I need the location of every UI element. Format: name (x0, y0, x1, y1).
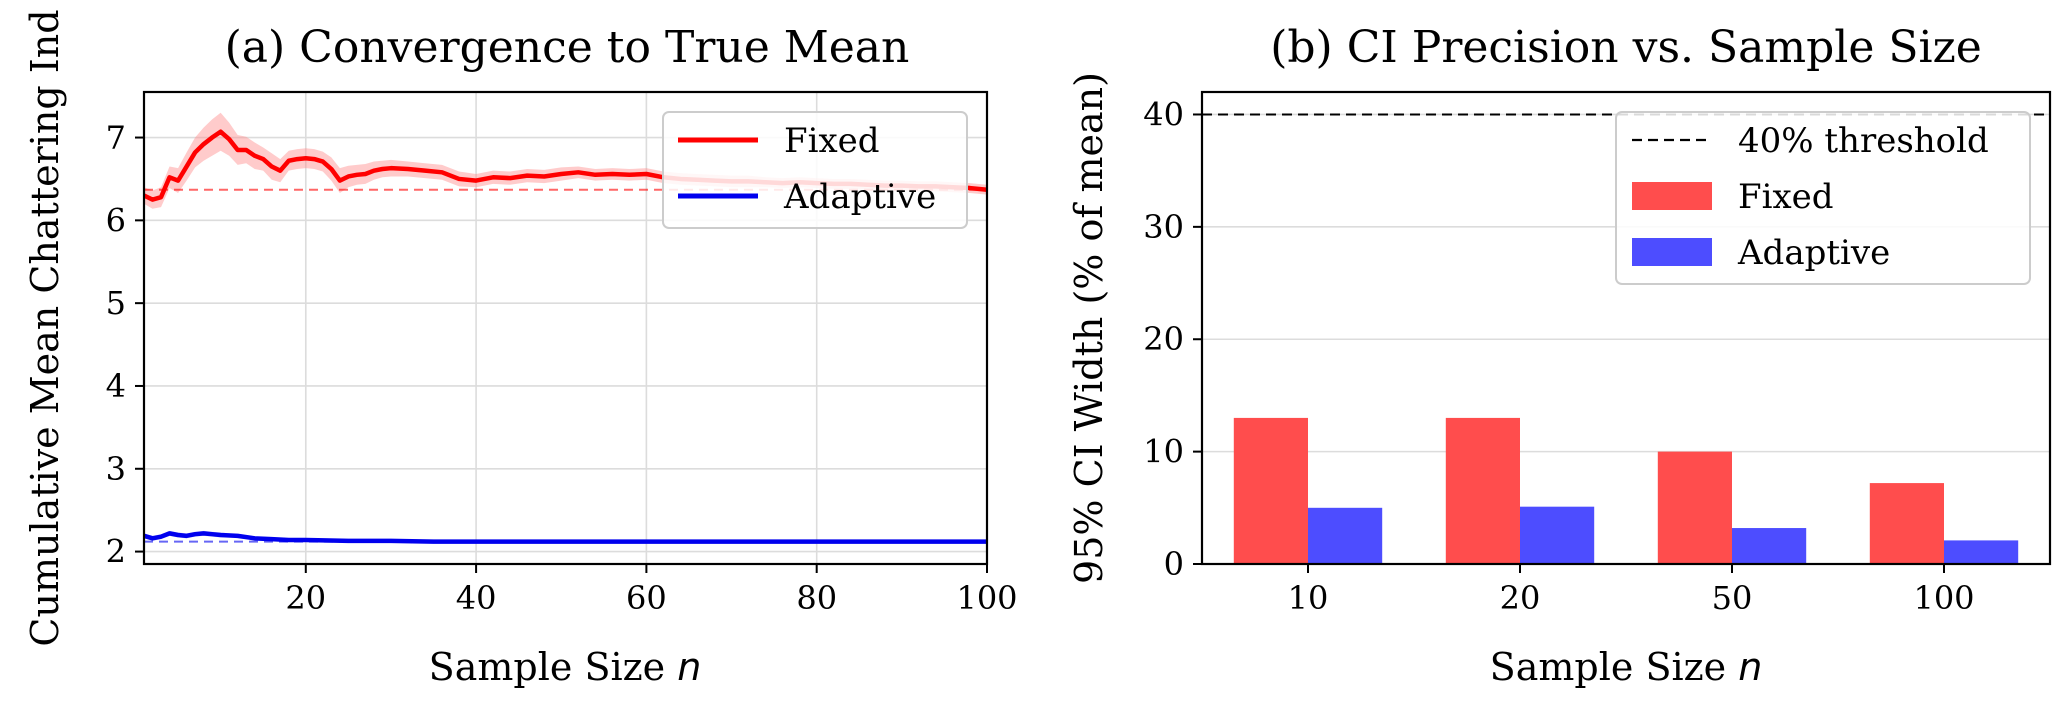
panel-a-x-axis-label-var: n (677, 645, 701, 689)
panel-b-x-axis-label-var: n (1738, 645, 1762, 689)
panel-b-x-tick-label: 10 (1288, 579, 1329, 617)
panel-a-x-axis-label: Sample Size n (429, 645, 702, 689)
panel-a-x-tick-label: 80 (796, 579, 837, 617)
panel-a-y-tick-label: 2 (106, 533, 126, 571)
legend-fixed-bar-label: Fixed (1738, 177, 1834, 217)
series-adaptive-line (143, 531, 987, 544)
panel-b-x-axis-label: Sample Size n (1490, 645, 1763, 689)
bar-fixed-n10 (1233, 417, 1308, 564)
panel-a-y-tick-label: 7 (106, 119, 126, 157)
panel-b-y-tick-label: 40 (1143, 95, 1184, 133)
panel-a-legend: Fixed Adaptive (662, 111, 968, 229)
bar-fixed-n50 (1657, 451, 1732, 564)
legend-adaptive-bar-swatch (1632, 238, 1712, 266)
bar-fixed-n100 (1869, 483, 1944, 564)
bar-adaptive-n10 (1308, 507, 1383, 564)
bar-fixed-n20 (1445, 417, 1520, 564)
panel-a-y-tick-label: 3 (106, 450, 126, 488)
panel-b-y-axis-label: 95% CI Width (% of mean) (1067, 72, 1111, 584)
panel-a-true-mean-lines (144, 188, 987, 543)
panel-b-x-tick-label: 100 (1913, 579, 1974, 617)
panel-b-x-ticks: 10 20 50 100 (1288, 564, 1975, 617)
bar-adaptive-n20 (1520, 506, 1595, 564)
panel-b-y-tick-label: 0 (1164, 545, 1184, 583)
panel-b-legend: 40% threshold Fixed Adaptive (1615, 111, 2031, 285)
legend-adaptive-label: Adaptive (783, 177, 936, 217)
legend-adaptive-bar-label: Adaptive (1737, 233, 1890, 273)
panel-a-x-tick-label: 60 (626, 579, 667, 617)
panel-a-x-tick-label: 100 (956, 579, 1017, 617)
panel-b-title: (b) CI Precision vs. Sample Size (1270, 22, 1982, 73)
panel-a-x-axis-label-text: Sample Size (429, 645, 665, 689)
panel-b-bars (1233, 417, 2019, 564)
panel-b-x-tick-label: 50 (1712, 579, 1753, 617)
panel-b-y-ticks: 0 10 20 30 40 (1143, 95, 1202, 583)
panel-b-x-axis-label-text: Sample Size (1490, 645, 1726, 689)
bar-adaptive-n100 (1944, 540, 2019, 564)
panel-a-y-tick-label: 6 (106, 201, 126, 239)
panel-a-x-tick-label: 20 (285, 579, 326, 617)
legend-fixed-label: Fixed (784, 121, 880, 161)
legend-fixed-bar-swatch (1632, 182, 1712, 210)
panel-a-convergence-chart: (a) Convergence to True Mean 20 40 60 80 100… (23, 9, 1018, 689)
panel-b-y-tick-label: 20 (1143, 320, 1184, 358)
panel-a-plot-frame (142, 90, 989, 566)
panel-b-x-tick-label: 20 (1500, 579, 1541, 617)
panel-a-x-tick-label: 40 (456, 579, 497, 617)
panel-b-y-tick-label: 30 (1143, 208, 1184, 246)
panel-b-y-tick-label: 10 (1143, 433, 1184, 471)
panel-a-y-tick-label: 4 (106, 367, 126, 405)
panel-a-y-tick-label: 5 (106, 284, 126, 322)
panel-a-y-axis-label: Cumulative Mean Chattering Ind (23, 9, 67, 646)
panel-b-plot-frame (1200, 90, 2052, 566)
panel-a-title: (a) Convergence to True Mean (225, 22, 910, 73)
bar-adaptive-n50 (1732, 528, 1807, 564)
panel-b-legend-box (1615, 111, 2031, 285)
panel-a-x-ticks: 20 40 60 80 100 (285, 564, 1018, 617)
panel-a-y-ticks: 2 3 4 5 6 7 (106, 119, 144, 571)
legend-threshold-label: 40% threshold (1738, 121, 1989, 161)
panel-b-precision-chart: (b) CI Precision vs. Sample Size 10 20 50 1… (1067, 22, 2052, 689)
